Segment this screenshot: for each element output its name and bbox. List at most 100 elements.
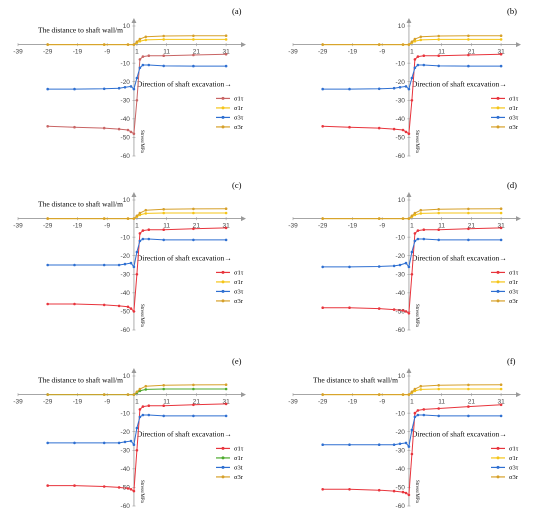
data-point bbox=[138, 239, 142, 243]
x-tick-label: -9 bbox=[379, 399, 385, 406]
data-point bbox=[141, 63, 145, 67]
legend-entry: σ3r bbox=[234, 298, 244, 305]
y-axis-arrow-icon bbox=[131, 368, 137, 373]
x-axis-label: The distance to shaft wall/m bbox=[38, 376, 123, 385]
data-point bbox=[192, 403, 195, 407]
panel-label: (a) bbox=[232, 6, 242, 16]
data-point bbox=[144, 388, 148, 391]
legend-marker bbox=[496, 456, 500, 460]
data-point bbox=[123, 440, 127, 444]
legend-entry: σ1τ bbox=[509, 96, 519, 103]
x-tick-label: 1 bbox=[410, 49, 414, 56]
y-tick-label: -10 bbox=[396, 60, 406, 67]
legend-entry: σ3r bbox=[509, 474, 519, 481]
data-point bbox=[467, 227, 470, 231]
data-point bbox=[401, 217, 405, 220]
data-point bbox=[73, 484, 76, 487]
data-point bbox=[410, 214, 414, 218]
data-point bbox=[102, 441, 106, 445]
data-point bbox=[192, 34, 195, 38]
x-tick-label: 1 bbox=[135, 49, 139, 56]
data-point bbox=[144, 35, 148, 39]
data-point bbox=[404, 441, 408, 445]
data-point bbox=[499, 64, 503, 68]
data-point bbox=[419, 212, 423, 215]
data-point bbox=[422, 413, 426, 417]
legend-marker bbox=[221, 446, 225, 450]
x-axis-arrow-icon bbox=[241, 392, 246, 398]
data-point bbox=[413, 66, 417, 70]
data-point bbox=[135, 449, 139, 452]
x-tick-label: 21 bbox=[193, 223, 201, 230]
data-point bbox=[147, 63, 151, 67]
data-point bbox=[162, 64, 165, 68]
data-point bbox=[321, 393, 324, 396]
y-tick-label: -60 bbox=[396, 327, 406, 334]
data-point bbox=[407, 265, 411, 269]
data-point bbox=[419, 388, 423, 391]
y-tick-label: -40 bbox=[121, 116, 131, 123]
data-point bbox=[413, 239, 417, 243]
y-axis-label: Stress/MPa bbox=[139, 130, 144, 154]
data-point bbox=[410, 250, 414, 254]
data-point bbox=[348, 87, 351, 91]
legend-marker bbox=[221, 115, 225, 119]
data-point bbox=[135, 214, 139, 218]
data-point bbox=[135, 40, 139, 44]
data-point bbox=[132, 393, 136, 396]
y-tick-label: -20 bbox=[121, 79, 131, 86]
data-point bbox=[117, 263, 121, 267]
data-point bbox=[410, 40, 414, 44]
data-point bbox=[138, 66, 142, 70]
legend-marker bbox=[221, 299, 225, 303]
data-point bbox=[192, 414, 195, 418]
y-tick-label: -10 bbox=[396, 410, 406, 417]
y-axis-label: Stress/MPa bbox=[139, 304, 144, 328]
x-tick-label: -39 bbox=[288, 49, 298, 56]
data-point bbox=[467, 34, 470, 38]
y-axis-arrow-icon bbox=[406, 192, 412, 197]
y-tick-label: -30 bbox=[396, 447, 406, 454]
data-point bbox=[398, 86, 402, 89]
x-tick-label: 1 bbox=[410, 399, 414, 406]
data-point bbox=[419, 38, 423, 42]
data-point bbox=[401, 490, 405, 494]
x-axis-label: The distance to shaft wall/m bbox=[38, 26, 123, 35]
data-point bbox=[102, 263, 106, 267]
series-line bbox=[322, 404, 502, 496]
legend-entry: σ3τ bbox=[509, 289, 519, 296]
data-point bbox=[147, 237, 151, 241]
x-tick-label: -29 bbox=[43, 223, 53, 230]
data-point bbox=[467, 238, 470, 242]
data-point bbox=[407, 132, 411, 135]
panel-label: (e) bbox=[232, 356, 242, 366]
data-point bbox=[73, 125, 76, 129]
legend-entry: σ1r bbox=[234, 455, 244, 462]
data-point bbox=[401, 309, 405, 312]
data-point bbox=[413, 387, 417, 391]
data-point bbox=[437, 238, 440, 242]
x-tick-label: -9 bbox=[104, 223, 110, 230]
data-point bbox=[129, 130, 133, 134]
data-point bbox=[413, 232, 417, 235]
data-point bbox=[224, 207, 228, 210]
x-axis-arrow-icon bbox=[516, 42, 521, 48]
x-tick-label: -39 bbox=[288, 223, 298, 230]
data-point bbox=[147, 413, 151, 417]
data-point bbox=[192, 211, 195, 215]
data-point bbox=[73, 441, 76, 445]
y-tick-label: -20 bbox=[396, 253, 406, 260]
data-point bbox=[467, 211, 470, 215]
x-tick-label: -39 bbox=[13, 399, 23, 406]
data-point bbox=[422, 63, 426, 67]
data-point bbox=[141, 237, 145, 241]
data-point bbox=[162, 404, 165, 407]
y-axis-label: Stress/MPa bbox=[414, 480, 419, 504]
y-tick-label: -40 bbox=[121, 466, 131, 473]
x-tick-label: 31 bbox=[497, 399, 505, 406]
panel-label: (d) bbox=[507, 180, 517, 190]
data-point bbox=[499, 211, 503, 215]
data-point bbox=[135, 99, 139, 102]
data-point bbox=[147, 404, 151, 407]
